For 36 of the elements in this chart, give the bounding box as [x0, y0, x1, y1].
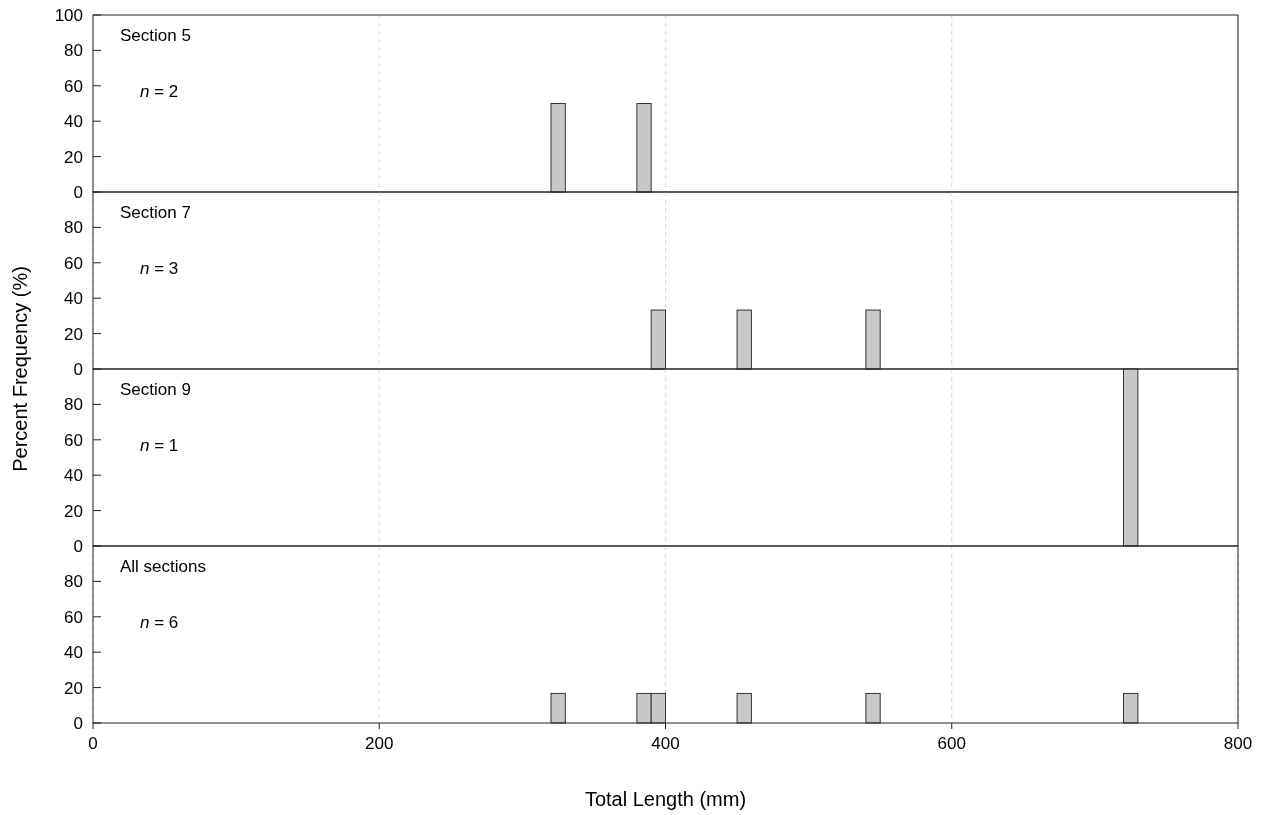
y-tick-label: 60 — [64, 253, 83, 273]
annotation: n = 6 — [140, 613, 179, 632]
y-tick-label: 60 — [64, 607, 83, 627]
y-tick-label: 100 — [54, 5, 83, 25]
text: Section 9 — [120, 380, 191, 399]
y-tick-label: 60 — [64, 76, 83, 96]
x-tick-label: 800 — [1223, 734, 1253, 753]
y-tick-label: 80 — [64, 572, 83, 592]
y-tick-label: 0 — [73, 182, 83, 202]
y-tick-label: 40 — [64, 643, 83, 663]
y-tick-label: 20 — [64, 324, 83, 344]
y-tick-label: 0 — [73, 713, 83, 733]
annotation: n = 3 — [140, 259, 179, 278]
annotation: n = 2 — [140, 82, 179, 101]
y-tick-label: 40 — [64, 466, 83, 486]
text: All sections — [120, 557, 206, 576]
y-tick-label: 20 — [64, 501, 83, 521]
y-tick-label: 40 — [64, 112, 83, 132]
x-tick-label: 400 — [651, 734, 680, 753]
y-tick-label: 20 — [64, 147, 83, 167]
x-axis-title: Total Length (mm) — [584, 788, 747, 810]
y-tick-label: 80 — [64, 41, 83, 61]
x-tick-label: 200 — [365, 734, 394, 753]
y-tick-label: 80 — [64, 395, 83, 415]
y-tick-label: 20 — [64, 678, 83, 698]
y-tick-label: 80 — [64, 218, 83, 238]
y-tick-label: 40 — [64, 289, 83, 309]
y-tick-label: 60 — [64, 430, 83, 450]
text: Section 7 — [120, 203, 191, 222]
x-tick-label: 600 — [937, 734, 966, 753]
text: Section 5 — [120, 26, 191, 45]
y-axis-title: Percent Frequency (%) — [9, 266, 31, 472]
y-tick-label: 0 — [73, 359, 83, 379]
annotation: n = 1 — [140, 436, 179, 455]
y-tick-label: 0 — [73, 536, 83, 556]
x-tick-label: 0 — [88, 734, 98, 753]
